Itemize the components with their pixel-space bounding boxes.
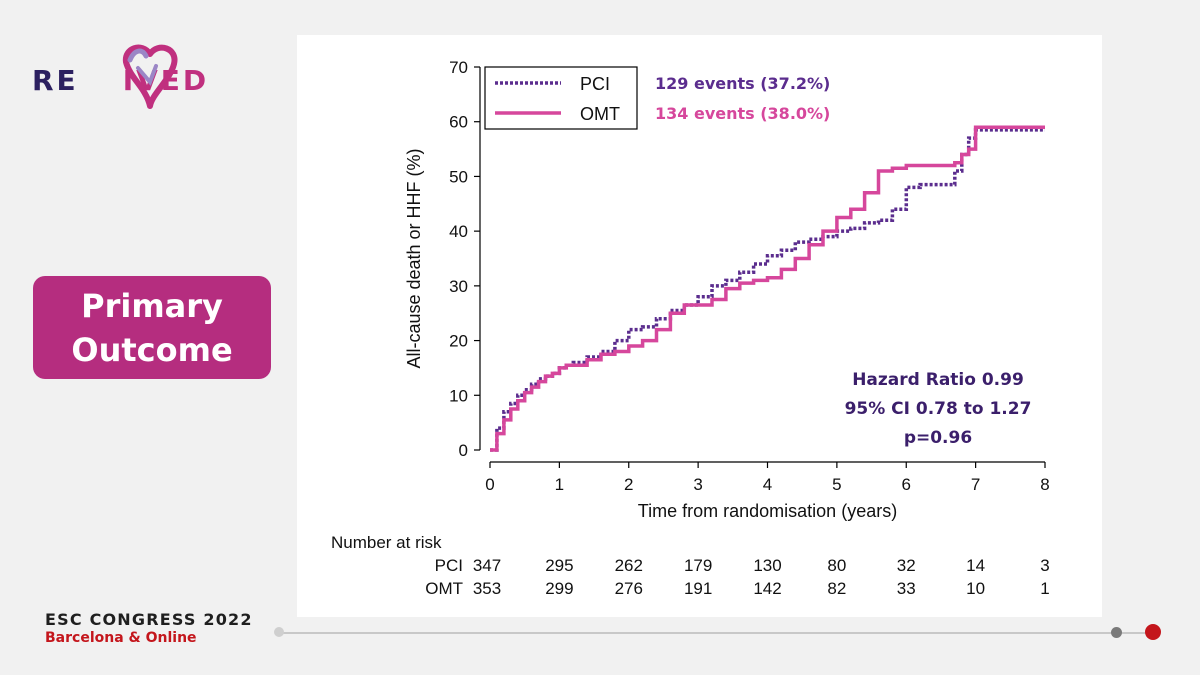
timeline-end-dot	[1145, 624, 1161, 640]
congress-footer: ESC CONGRESS 2022 Barcelona & Online	[45, 610, 253, 646]
y-tick-label: 30	[449, 277, 468, 296]
risk-value: 1	[1040, 579, 1049, 598]
x-tick-label: 3	[693, 475, 702, 494]
events-label-pci: 129 events (37.2%)	[655, 74, 830, 93]
y-tick-label: 50	[449, 167, 468, 186]
x-tick-label: 0	[485, 475, 494, 494]
risk-table-title: Number at risk	[331, 533, 442, 552]
chart-legend: PCI 129 events (37.2%) OMT 134 events (38.0…	[484, 66, 830, 130]
chart-axes: 0 10 20 30 40 50 60 70 0 1 2 3 4 5 6 7 8 Time from random…	[404, 58, 1050, 521]
risk-value: 262	[615, 556, 643, 575]
series-line-omt	[490, 125, 1045, 452]
km-chart: 0 10 20 30 40 50 60 70 0 1 2 3 4 5 6 7 8 Time from random…	[331, 58, 1050, 598]
x-tick-label: 8	[1040, 475, 1049, 494]
timeline-mid-dot	[1111, 627, 1122, 638]
p-value-text: p=0.96	[904, 428, 972, 448]
legend-label-pci: PCI	[580, 74, 610, 94]
risk-value: 3	[1040, 556, 1049, 575]
x-axis-label: Time from randomisation (years)	[638, 501, 897, 521]
x-tick-label: 5	[832, 475, 841, 494]
risk-value: 191	[684, 579, 712, 598]
congress-title: ESC CONGRESS 2022	[45, 610, 253, 629]
risk-value: 353	[473, 579, 501, 598]
x-tick-label: 2	[624, 475, 633, 494]
risk-value: 347	[473, 556, 501, 575]
y-tick-label: 0	[459, 441, 468, 460]
risk-value: 32	[897, 556, 916, 575]
risk-row-label-omt: OMT	[425, 579, 463, 598]
ci-text: 95% CI 0.78 to 1.27	[845, 399, 1032, 419]
x-tick-label: 7	[971, 475, 980, 494]
risk-value: 299	[545, 579, 573, 598]
chart-series	[490, 125, 1045, 452]
risk-value: 130	[753, 556, 781, 575]
y-tick-label: 40	[449, 222, 468, 241]
x-tick-label: 4	[763, 475, 772, 494]
outcome-line-1: Primary	[81, 286, 223, 325]
series-line-pci	[490, 128, 1045, 452]
risk-value: 142	[753, 579, 781, 598]
timeline-start-dot	[274, 627, 284, 637]
revived-logo: RE IVED	[32, 38, 292, 110]
hazard-ratio-text: Hazard Ratio 0.99	[852, 370, 1024, 390]
outcome-line-2: Outcome	[71, 330, 233, 369]
events-label-omt: 134 events (38.0%)	[655, 104, 830, 123]
risk-row-label-pci: PCI	[435, 556, 463, 575]
risk-table: Number at risk PCI 347 295 262 179 130 80 32 14 3 O…	[331, 533, 1050, 598]
legend-box	[484, 66, 638, 130]
risk-value: 295	[545, 556, 573, 575]
risk-value: 80	[827, 556, 846, 575]
risk-value: 33	[897, 579, 916, 598]
y-tick-label: 60	[449, 113, 468, 132]
y-tick-label: 10	[449, 386, 468, 405]
chart-annotations: Hazard Ratio 0.99 95% CI 0.78 to 1.27 p=0.…	[845, 370, 1032, 448]
risk-value: 276	[615, 579, 643, 598]
chart-panel: 0 10 20 30 40 50 60 70 0 1 2 3 4 5 6 7 8 Time from random…	[297, 35, 1102, 617]
logo-text-start: RE	[32, 64, 79, 97]
y-axis-label: All-cause death or HHF (%)	[404, 148, 424, 368]
timeline-bar	[280, 632, 1155, 634]
risk-value: 14	[966, 556, 985, 575]
y-tick-label: 70	[449, 58, 468, 77]
risk-value: 10	[966, 579, 985, 598]
heart-logo-icon	[122, 44, 178, 109]
x-tick-label: 1	[555, 475, 564, 494]
x-tick-label: 6	[902, 475, 911, 494]
y-tick-label: 20	[449, 332, 468, 351]
congress-subtitle: Barcelona & Online	[45, 630, 197, 646]
primary-outcome-box: Primary Outcome	[33, 276, 271, 379]
legend-label-omt: OMT	[580, 104, 620, 124]
risk-value: 179	[684, 556, 712, 575]
risk-value: 82	[827, 579, 846, 598]
